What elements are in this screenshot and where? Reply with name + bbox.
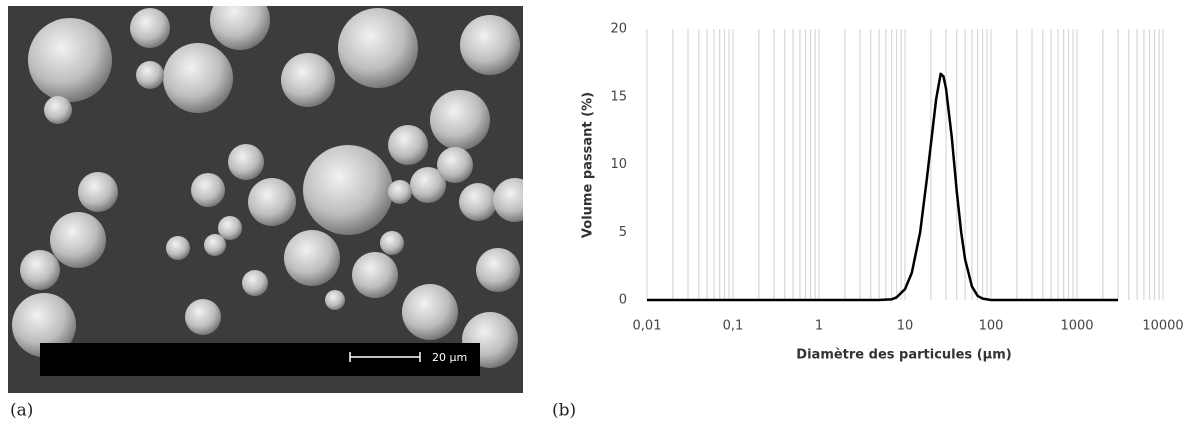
panel-label: (a) xyxy=(10,401,33,421)
plot: 0,01 0,1 1 10 100 1000 10000 0 5 10 15 20 xyxy=(610,22,1183,334)
x-tick-label: 0,01 xyxy=(633,319,662,334)
x-axis-title: Diamètre des particules (µm) xyxy=(796,348,1011,363)
x-tick-label: 1000 xyxy=(1060,319,1093,334)
x-tick-label: 0,1 xyxy=(723,319,744,334)
x-tick-label: 100 xyxy=(979,319,1004,334)
y-tick-label: 15 xyxy=(610,89,627,104)
x-tick-label: 10 xyxy=(897,319,914,334)
panel-label: (b) xyxy=(552,401,576,421)
y-axis-title: Volume passant (%) xyxy=(581,92,596,238)
data-line xyxy=(647,72,1119,302)
y-tick-label: 20 xyxy=(610,22,627,37)
x-tick-label: 1 xyxy=(815,319,823,334)
y-tick-label: 5 xyxy=(619,225,627,240)
y-tick-label: 0 xyxy=(619,293,627,308)
y-tick-label: 10 xyxy=(610,157,627,172)
sem-image: 20 µm xyxy=(8,6,523,393)
x-tick-label: 10000 xyxy=(1142,319,1183,334)
scale-bar-label: 20 µm xyxy=(432,351,467,364)
